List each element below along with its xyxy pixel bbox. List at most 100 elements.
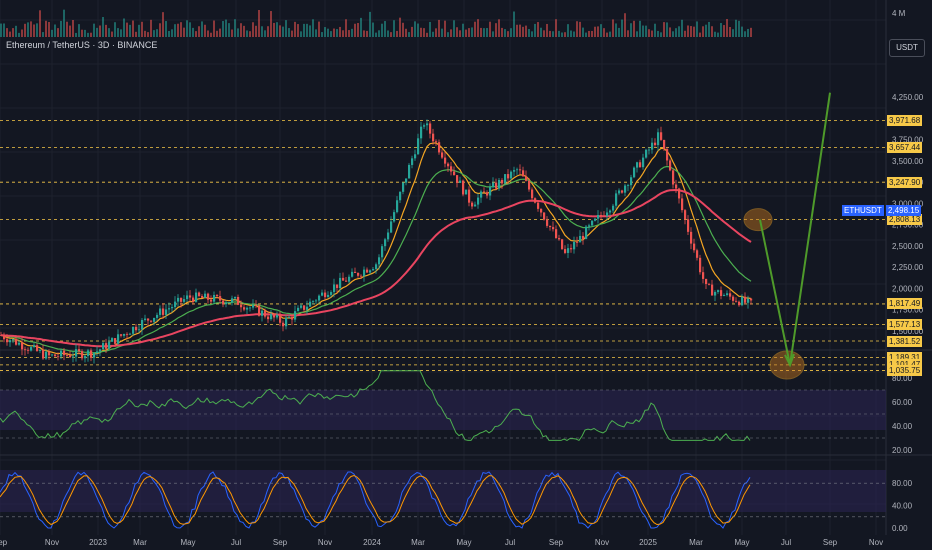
volume-bar xyxy=(285,20,287,37)
volume-bar xyxy=(345,19,347,37)
ema-slow-line xyxy=(0,188,752,348)
candle-body xyxy=(660,132,663,140)
volume-bar xyxy=(591,30,593,37)
volume-bar xyxy=(336,29,338,37)
candle-body xyxy=(360,275,363,277)
candle-body xyxy=(522,170,525,177)
price-tick: 3,500.00 xyxy=(892,157,924,166)
candle-body xyxy=(486,192,489,196)
candle-body xyxy=(645,149,648,158)
candle-body xyxy=(333,284,336,293)
volume-bar xyxy=(0,23,2,37)
volume-bar xyxy=(624,13,626,38)
candle-body xyxy=(570,248,573,250)
volume-bar xyxy=(237,28,239,37)
volume-bar xyxy=(477,19,479,37)
candle-body xyxy=(459,180,462,183)
volume-bar xyxy=(87,32,89,37)
candle-body xyxy=(672,170,675,185)
candle-body xyxy=(309,301,312,307)
candle-body xyxy=(594,218,597,221)
candle-body xyxy=(153,317,156,322)
candle-body xyxy=(408,164,411,179)
volume-bar xyxy=(279,25,281,37)
volume-bar xyxy=(612,19,614,37)
volume-bar xyxy=(696,21,698,37)
candle-body xyxy=(552,227,555,230)
volume-bar xyxy=(672,31,674,37)
candle-body xyxy=(534,198,537,203)
candle-body xyxy=(654,142,657,146)
time-label: Mar xyxy=(411,538,425,547)
candle-body xyxy=(675,184,678,189)
volume-bar xyxy=(276,22,278,37)
candle-body xyxy=(300,305,303,308)
candle-body xyxy=(168,308,171,310)
candle-body xyxy=(741,296,744,306)
currency-button[interactable]: USDT xyxy=(889,39,925,57)
volume-bar xyxy=(603,28,605,37)
volume-bar xyxy=(504,29,506,37)
candle-body xyxy=(123,333,126,336)
candle-body xyxy=(690,231,693,244)
volume-bar xyxy=(189,22,191,37)
symbol-badge: ETHUSDT xyxy=(842,205,884,216)
volume-bar xyxy=(168,30,170,37)
candle-body xyxy=(648,149,651,151)
candle-body xyxy=(48,351,51,356)
candle-body xyxy=(537,202,540,209)
resistance-circle xyxy=(743,208,773,232)
volume-bar xyxy=(219,28,221,37)
candle-body xyxy=(348,276,351,282)
price-axis[interactable]: 4,250.003,750.003,500.003,250.003,000.00… xyxy=(892,9,924,533)
candle-body xyxy=(120,334,123,336)
volume-bar xyxy=(153,30,155,37)
volume-bar xyxy=(450,29,452,37)
candle-body xyxy=(501,179,504,184)
stoch-tick: 40.00 xyxy=(892,502,913,511)
volume-bar xyxy=(51,29,53,37)
time-axis[interactable]: Sep Nov 2023 Mar May Jul Sep Nov 2024 Mar May Jul Se… xyxy=(0,538,883,547)
candle-body xyxy=(99,349,102,352)
volume-bar xyxy=(264,30,266,37)
candle-body xyxy=(651,142,654,150)
price-tick: 2,250.00 xyxy=(892,263,924,272)
candle-body xyxy=(669,160,672,171)
candle-body xyxy=(714,291,717,296)
volume-bar xyxy=(396,30,398,37)
volume-bar xyxy=(540,27,542,37)
candle-body xyxy=(138,329,141,331)
volume-bar xyxy=(531,31,533,37)
candle-body xyxy=(159,308,162,315)
candle-body xyxy=(282,322,285,327)
candle-body xyxy=(150,320,153,322)
candle-body xyxy=(717,290,720,292)
volume-bar xyxy=(39,10,41,37)
volume-bar xyxy=(267,26,269,37)
candle-body xyxy=(375,264,378,269)
candle-body xyxy=(441,152,444,158)
volume-bar xyxy=(690,26,692,37)
candle-body xyxy=(663,139,666,149)
candle-body xyxy=(186,295,189,300)
volume-bar xyxy=(378,30,380,37)
volume-bar xyxy=(507,31,509,37)
candle-body xyxy=(597,214,600,219)
volume-bar xyxy=(18,32,20,37)
volume-bar xyxy=(453,20,455,37)
volume-bar xyxy=(669,27,671,37)
candle-body xyxy=(603,215,606,217)
volume-bar xyxy=(543,30,545,37)
candle-body xyxy=(504,174,507,184)
candle-body xyxy=(585,226,588,239)
volume-bar xyxy=(726,19,728,37)
time-label: Jul xyxy=(781,538,791,547)
volume-bar xyxy=(192,27,194,37)
price-tick: 3,750.00 xyxy=(892,135,924,144)
candle-body xyxy=(321,292,324,296)
candle-body xyxy=(117,334,120,344)
candle-body xyxy=(720,290,723,296)
candle-body xyxy=(480,191,483,198)
volume-bar xyxy=(234,19,236,37)
